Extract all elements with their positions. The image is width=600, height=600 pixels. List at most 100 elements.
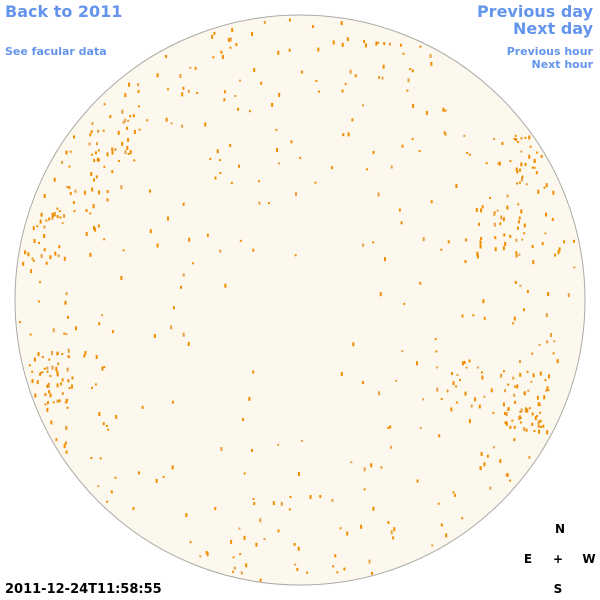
facula — [519, 360, 521, 364]
next-day-link[interactable]: Next day — [513, 19, 593, 38]
facular-link[interactable]: See facular data — [5, 45, 107, 58]
facula — [360, 524, 363, 529]
facula — [521, 175, 524, 179]
facula — [406, 89, 409, 92]
facula — [167, 88, 169, 91]
facula — [519, 417, 522, 420]
facula — [450, 372, 453, 376]
facula — [478, 222, 481, 226]
facula — [563, 240, 566, 244]
facula — [141, 405, 144, 409]
facula — [515, 251, 518, 255]
facula — [526, 408, 529, 413]
facula — [340, 21, 343, 26]
facula — [349, 69, 352, 74]
facula — [504, 412, 506, 415]
facula — [68, 186, 71, 190]
facula — [545, 389, 548, 392]
facula — [57, 362, 60, 366]
facula — [342, 133, 345, 137]
facula — [509, 425, 512, 429]
facula — [209, 157, 212, 160]
facula — [411, 69, 414, 73]
facula — [58, 399, 61, 403]
facula — [435, 350, 438, 353]
facula — [540, 154, 543, 158]
facula — [371, 571, 373, 575]
facula — [91, 122, 94, 125]
facula — [573, 239, 575, 243]
facula — [502, 370, 505, 373]
facula — [117, 130, 120, 135]
facula — [114, 148, 117, 151]
facula — [514, 400, 517, 404]
facula — [481, 205, 484, 209]
facula — [93, 225, 95, 230]
facula — [106, 198, 109, 202]
facula — [520, 137, 523, 140]
facula — [220, 50, 223, 54]
facula — [272, 501, 275, 506]
facula — [97, 158, 100, 162]
facula — [260, 81, 263, 85]
facula — [378, 76, 380, 79]
previous-day-link[interactable]: Previous day — [476, 2, 593, 21]
compass-south: S — [553, 582, 563, 596]
facula — [93, 159, 96, 162]
facula — [252, 370, 255, 374]
facula — [65, 292, 68, 296]
facula — [537, 402, 540, 407]
facula — [480, 452, 483, 456]
facula — [214, 176, 217, 180]
facula — [340, 371, 343, 376]
previous-hour-link[interactable]: Previous hour — [506, 45, 593, 58]
facula — [124, 150, 127, 155]
facula — [114, 476, 117, 479]
facula — [101, 314, 104, 317]
facula — [243, 472, 246, 475]
facula — [537, 421, 540, 425]
facula — [223, 98, 226, 102]
facula — [351, 118, 354, 122]
facula — [91, 386, 93, 389]
facula — [239, 79, 241, 82]
facula — [288, 508, 291, 511]
facula — [90, 153, 93, 156]
facula — [339, 527, 342, 530]
facula — [189, 66, 192, 69]
facula — [170, 122, 173, 125]
facula — [514, 134, 517, 137]
next-hour-link[interactable]: Next hour — [531, 58, 594, 71]
facula — [363, 467, 366, 472]
facula — [418, 150, 421, 152]
facula — [233, 566, 236, 570]
facula — [47, 383, 50, 385]
facula — [525, 428, 528, 432]
facula — [461, 517, 464, 520]
facula — [499, 459, 502, 464]
facula — [132, 507, 135, 510]
facula — [504, 389, 507, 393]
facula — [440, 523, 443, 527]
facula — [88, 142, 91, 146]
facula — [115, 414, 118, 419]
facula — [129, 115, 132, 118]
facula — [51, 212, 54, 217]
facula — [221, 55, 224, 59]
facula — [170, 325, 173, 330]
facula — [149, 189, 152, 193]
facula — [507, 383, 510, 386]
facula — [525, 183, 528, 186]
facula — [350, 461, 353, 464]
facula — [129, 150, 132, 155]
facula — [455, 401, 458, 404]
facula — [387, 426, 390, 429]
facula — [191, 262, 194, 265]
facula — [48, 390, 51, 394]
facula — [540, 425, 542, 428]
facula — [194, 66, 197, 70]
facula — [412, 103, 415, 108]
facula — [36, 380, 39, 385]
back-link[interactable]: Back to 2011 — [5, 2, 123, 21]
facula — [483, 462, 486, 467]
